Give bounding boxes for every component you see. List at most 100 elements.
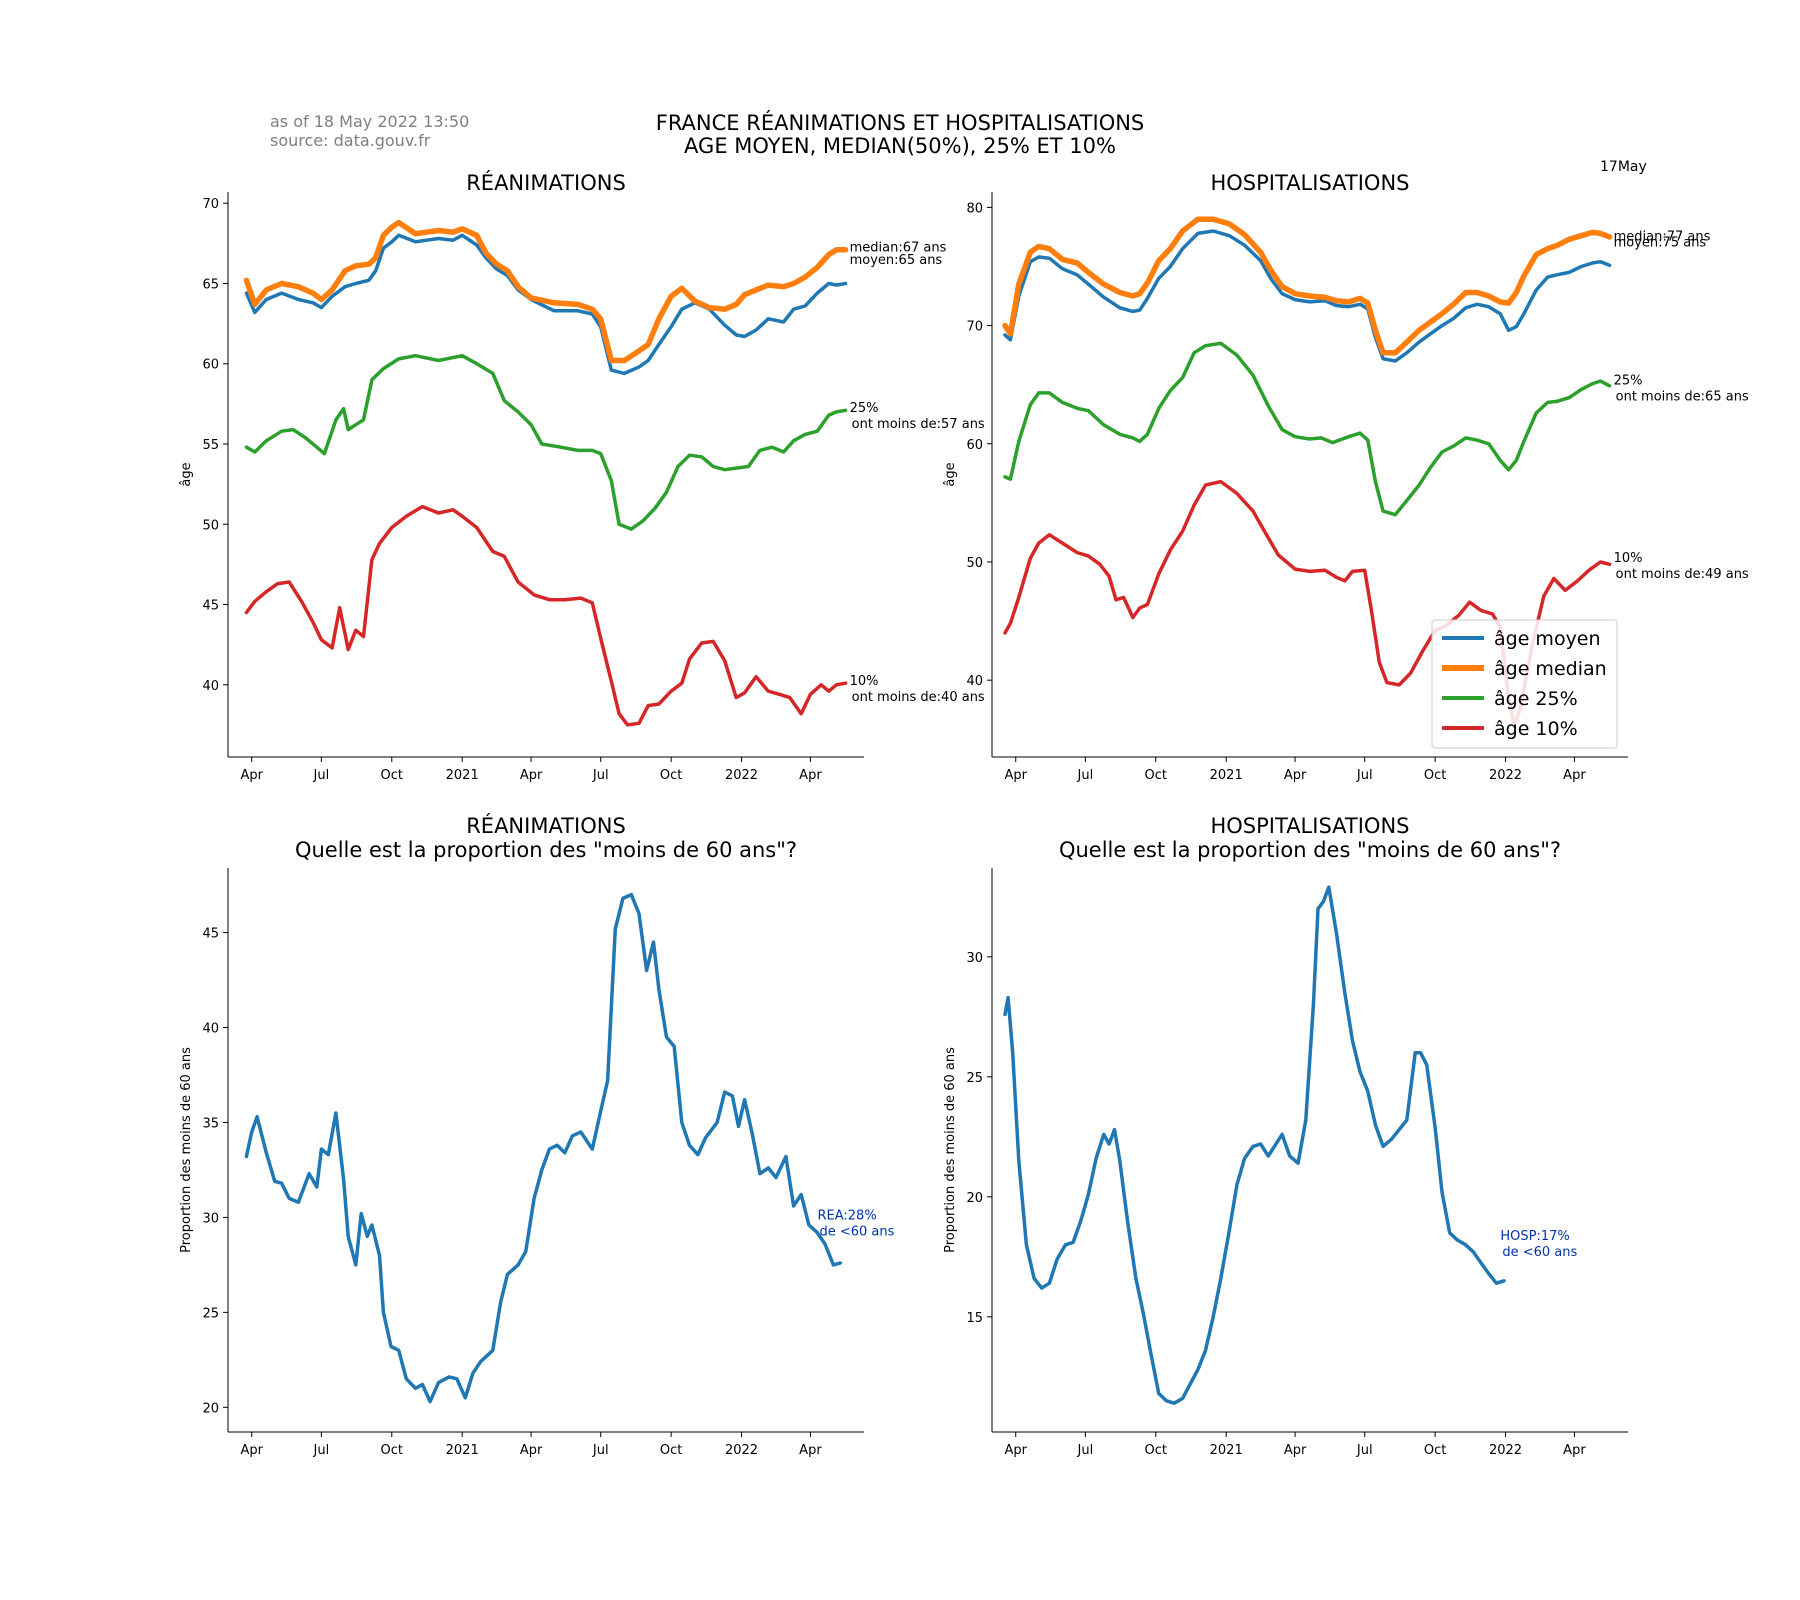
x-tick-label: 2022 [725, 1443, 758, 1458]
y-tick-label: 20 [202, 1401, 219, 1416]
x-tick-label: Apr [1004, 768, 1027, 783]
x-tick-label: Apr [240, 768, 263, 783]
series-line-p25 [244, 353, 848, 531]
series-line-median [1002, 216, 1613, 356]
annotation-label-line2: ont moins de:40 ans [852, 690, 985, 705]
x-tick-label: Jul [1077, 768, 1094, 783]
y-tick-label: 40 [202, 679, 219, 694]
x-tick-label: Oct [381, 1443, 403, 1458]
y-tick-label: 25 [966, 1071, 983, 1086]
x-tick-label: Apr [799, 1443, 822, 1458]
annotation-label: REA:28% [817, 1208, 876, 1223]
y-tick-label: 20 [966, 1191, 983, 1206]
x-tick-label: Apr [520, 768, 543, 783]
annotation-label: median:77 ans [1614, 229, 1711, 244]
x-tick-label: 2021 [446, 768, 479, 783]
legend-entry-median: âge median [1494, 658, 1607, 680]
series-line-moyen [244, 233, 848, 376]
y-tick-label: 25 [202, 1306, 219, 1321]
chart-metadata: as of 18 May 2022 13:50 source: data.gou… [270, 112, 469, 150]
x-tick-label: 2022 [725, 768, 758, 783]
series-line-p25 [1003, 341, 1612, 517]
y-tick-label: 80 [966, 201, 983, 216]
y-tick-label: 35 [202, 1116, 219, 1131]
legend-entry-p25: âge 25% [1494, 688, 1578, 710]
x-tick-label: Jul [313, 1443, 330, 1458]
x-tick-label: Jul [592, 768, 609, 783]
chart-panel-2: HOSPITALISATIONS âge 40 50 60 70 80 Apr Jul Oct 20… [943, 171, 1749, 783]
figure-title-line2: AGE MOYEN, MEDIAN(50%), 25% ET 10% [684, 134, 1116, 158]
x-tick-label: Apr [1284, 1443, 1307, 1458]
y-tick-label: 70 [202, 197, 219, 212]
y-tick-label: 45 [202, 599, 219, 614]
series-line-moyen [1003, 885, 1506, 1405]
legend-entry-p10: âge 10% [1494, 718, 1578, 740]
annotation-label-line2: de <60 ans [819, 1224, 894, 1239]
annotation-label: 25% [850, 401, 879, 416]
annotation-label: moyen:75 ans [1614, 235, 1707, 250]
x-tick-label: Apr [1004, 1443, 1027, 1458]
y-tick-label: 45 [202, 927, 219, 942]
annotation-label-line2: ont moins de:57 ans [852, 417, 985, 432]
x-tick-label: Apr [520, 1443, 543, 1458]
x-tick-label: Oct [660, 768, 682, 783]
annotation-label: moyen:65 ans [850, 253, 943, 268]
series-line-p10 [244, 504, 848, 727]
x-tick-label: Jul [1356, 768, 1373, 783]
y-tick-label: 55 [202, 438, 219, 453]
panel-title: HOSPITALISATIONS [1210, 171, 1409, 195]
data-source: source: data.gouv.fr [270, 131, 431, 150]
series-line-moyen [244, 892, 843, 1404]
annotation-label: HOSP:17% [1500, 1229, 1569, 1244]
x-tick-label: 2021 [1210, 768, 1243, 783]
y-tick-label: 65 [202, 277, 219, 292]
x-tick-label: Oct [1424, 1443, 1446, 1458]
chart-legend: âge moyen âge median âge 25% âge 10% [1431, 619, 1618, 749]
x-tick-label: Oct [1145, 768, 1167, 783]
y-tick-label: 50 [202, 518, 219, 533]
y-axis-label: Proportion des moins de 60 ans [179, 1047, 194, 1253]
annotation-label-line2: ont moins de:65 ans [1616, 390, 1749, 405]
annotation-label-line2: ont moins de:49 ans [1616, 567, 1749, 582]
y-tick-label: 30 [966, 951, 983, 966]
annotation-label: 10% [1614, 551, 1643, 566]
panel-title: HOSPITALISATIONS [1210, 814, 1409, 838]
series-line-median [243, 219, 849, 364]
x-tick-label: 2021 [1210, 1443, 1243, 1458]
chart-panel-1: RÉANIMATIONS âge 40 45 50 55 60 65 70 Apr Jul Oct 20… [179, 170, 985, 783]
y-tick-label: 40 [966, 674, 983, 689]
x-tick-label: Jul [1356, 1443, 1373, 1458]
panel-subtitle: Quelle est la proportion des "moins de 6… [1059, 838, 1561, 862]
x-tick-label: Apr [1284, 768, 1307, 783]
x-tick-label: Oct [660, 1443, 682, 1458]
date-stamp: 17May [1600, 159, 1647, 175]
legend-entry-moyen: âge moyen [1494, 628, 1601, 650]
annotation-label: median:67 ans [850, 240, 947, 255]
y-axis-label: âge [943, 462, 958, 486]
x-tick-label: Apr [240, 1443, 263, 1458]
panel-subtitle: Quelle est la proportion des "moins de 6… [295, 838, 797, 862]
y-axis-label: Proportion des moins de 60 ans [943, 1047, 958, 1253]
y-tick-label: 70 [966, 320, 983, 335]
y-tick-label: 60 [202, 358, 219, 373]
annotation-label: 25% [1614, 374, 1643, 389]
figure-title-line1: FRANCE RÉANIMATIONS ET HOSPITALISATIONS [655, 111, 1145, 135]
series-line-moyen [1003, 229, 1612, 363]
panel-title: RÉANIMATIONS [466, 170, 626, 195]
as-of-timestamp: as of 18 May 2022 13:50 [270, 112, 470, 131]
x-tick-label: Jul [313, 768, 330, 783]
x-tick-label: 2021 [446, 1443, 479, 1458]
x-tick-label: 2022 [1489, 768, 1522, 783]
x-tick-label: 2022 [1489, 1443, 1522, 1458]
x-tick-label: Apr [799, 768, 822, 783]
x-tick-label: Oct [381, 768, 403, 783]
y-tick-label: 15 [966, 1311, 983, 1326]
x-tick-label: Jul [592, 1443, 609, 1458]
x-tick-label: Jul [1077, 1443, 1094, 1458]
y-tick-label: 40 [202, 1022, 219, 1037]
x-tick-label: Oct [1145, 1443, 1167, 1458]
y-tick-label: 50 [966, 556, 983, 571]
